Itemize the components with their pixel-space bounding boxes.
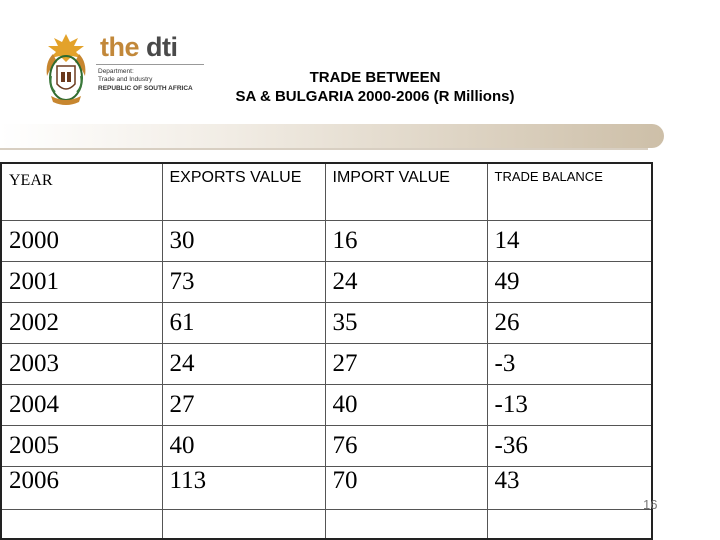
cell-exports: 24: [161, 343, 326, 385]
title-line-2: SA & BULGARIA 2000-2006 (R Millions): [235, 88, 515, 105]
table-row: 2002 61 35 26: [0, 302, 653, 344]
table-row: 2004 27 40 -13: [0, 384, 653, 426]
header-band-stroke: [0, 148, 648, 150]
cell-imports: 76: [324, 425, 488, 467]
cell-balance: 14: [486, 220, 653, 262]
cell-year: 2002: [0, 302, 163, 344]
cell-balance: -3: [486, 343, 653, 385]
table-filler-row: [0, 509, 653, 540]
cell-balance: 49: [486, 261, 653, 303]
cell-imports: 35: [324, 302, 488, 344]
table-row: 2001 73 24 49: [0, 261, 653, 303]
brand-the: the: [100, 32, 147, 62]
department-text: Department: Trade and Industry REPUBLIC …: [98, 68, 193, 93]
header-imports: IMPORT VALUE: [324, 162, 488, 221]
dept-line-1: Department:: [98, 68, 134, 75]
cell-balance: -13: [486, 384, 653, 426]
trade-table: YEAR EXPORTS VALUE IMPORT VALUE TRADE BA…: [0, 162, 653, 540]
cell-imports: 70: [324, 466, 488, 510]
cell-imports: 40: [324, 384, 488, 426]
header-band: [0, 124, 664, 148]
coat-of-arms-logo: [46, 34, 86, 105]
brand-wordmark: the dti: [100, 32, 178, 63]
header-year: YEAR: [0, 162, 163, 221]
cell-year: 2005: [0, 425, 163, 467]
cell-year: 2003: [0, 343, 163, 385]
cell-exports: 27: [161, 384, 326, 426]
slide-number: 16: [643, 497, 658, 512]
table-row: 2000 30 16 14: [0, 220, 653, 262]
cell-exports: 113: [161, 466, 326, 510]
table-header-row: YEAR EXPORTS VALUE IMPORT VALUE TRADE BA…: [0, 162, 653, 221]
dept-line-2: Trade and Industry: [98, 76, 153, 84]
cell-exports: 40: [161, 425, 326, 467]
cell-year: 2001: [0, 261, 163, 303]
table-row: 2003 24 27 -3: [0, 343, 653, 385]
table-row: 2006 113 70 43: [0, 466, 653, 510]
cell-exports: 30: [161, 220, 326, 262]
cell-year: 2006: [0, 466, 163, 510]
cell-year: 2000: [0, 220, 163, 262]
slide-title: TRADE BETWEEN SA & BULGARIA 2000-2006 (R…: [200, 68, 550, 106]
logo-divider: [96, 64, 204, 65]
cell-imports: 16: [324, 220, 488, 262]
header-balance: TRADE BALANCE: [486, 162, 653, 221]
title-line-1: TRADE BETWEEN: [309, 69, 441, 86]
cell-balance: 26: [486, 302, 653, 344]
header-exports: EXPORTS VALUE: [161, 162, 326, 221]
table-row: 2005 40 76 -36: [0, 425, 653, 467]
cell-imports: 24: [324, 261, 488, 303]
cell-exports: 61: [161, 302, 326, 344]
cell-imports: 27: [324, 343, 488, 385]
cell-exports: 73: [161, 261, 326, 303]
cell-year: 2004: [0, 384, 163, 426]
dept-line-3: REPUBLIC OF SOUTH AFRICA: [98, 84, 193, 92]
cell-balance: -36: [486, 425, 653, 467]
cell-balance: 43: [486, 466, 653, 510]
brand-dti: dti: [146, 32, 178, 62]
